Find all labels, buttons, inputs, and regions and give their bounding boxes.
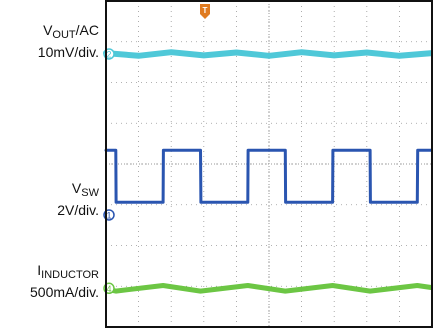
trigger-marker-text: T	[203, 6, 208, 15]
grid	[106, 1, 432, 327]
inductor-channel-label: IINDUCTOR 500mA/div.	[30, 262, 99, 301]
traces	[103, 49, 433, 294]
vout-name-main: V	[43, 22, 53, 38]
vout-channel-label: VOUT/AC 10mV/div.	[38, 22, 99, 61]
inductor-scale: 500mA/div.	[30, 284, 99, 300]
trigger-marker: T	[200, 4, 210, 19]
inductor-name-main: I	[37, 262, 42, 278]
screen-frame	[105, 0, 433, 328]
inductor-name: IINDUCTOR	[30, 262, 99, 284]
trigger-marker-shape	[200, 4, 210, 19]
vout-trace	[103, 49, 433, 59]
vout-name: VOUT/AC	[38, 22, 99, 44]
inductor-trace	[103, 283, 433, 294]
inductor-name-sub: INDUCTOR	[41, 269, 99, 281]
vout-scale: 10mV/div.	[37, 44, 99, 60]
vsw-name: VSW	[57, 180, 99, 202]
vsw-scale: 2V/div.	[57, 202, 99, 218]
vsw-name-sub: SW	[81, 187, 99, 199]
vout-name-suffix: /AC	[75, 22, 99, 38]
vsw-channel-label: VSW 2V/div.	[57, 180, 99, 219]
inductor-channel-marker-text: 4	[106, 284, 111, 294]
vout-channel-marker-text: 2	[106, 49, 111, 59]
vout-name-sub: OUT	[52, 29, 76, 41]
vsw-trace	[104, 148, 433, 204]
vsw-name-main: V	[71, 180, 82, 196]
vsw-channel-marker-text: 1	[106, 210, 111, 220]
